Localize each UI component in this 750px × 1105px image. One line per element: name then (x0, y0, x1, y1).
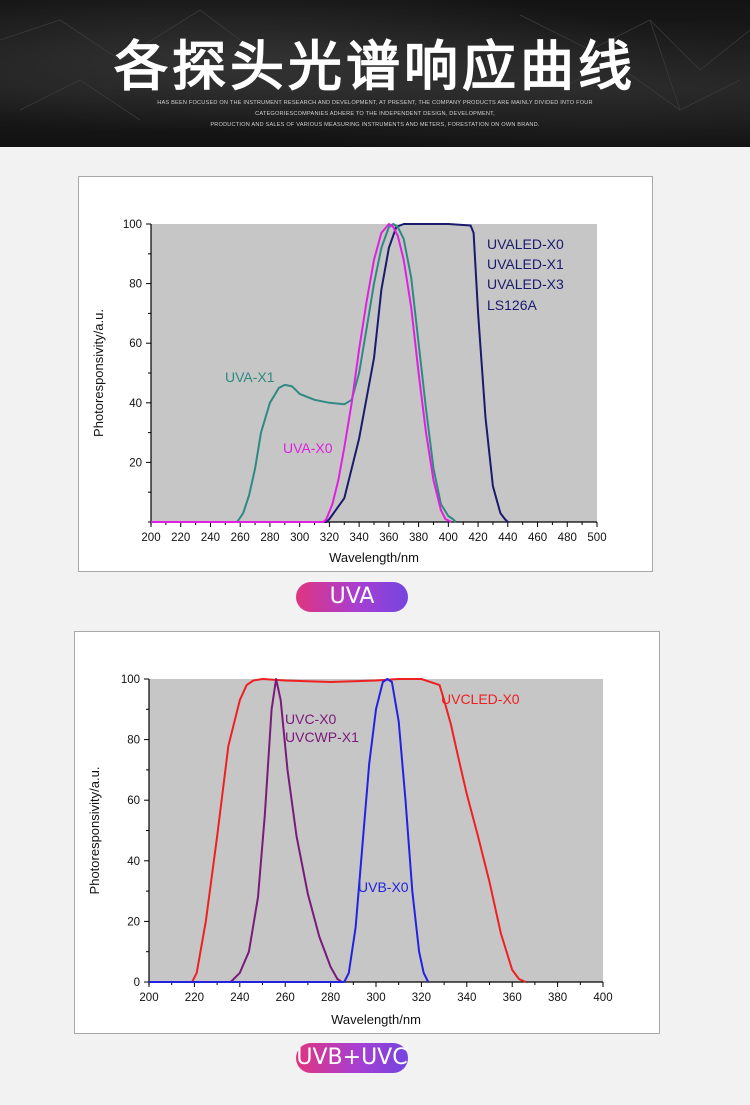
series-annotation: LS126A (487, 297, 537, 313)
series-annotation: UVA-X1 (225, 369, 275, 385)
series-annotation: UVB-X0 (358, 879, 409, 895)
x-tick-label: 340 (457, 992, 476, 1004)
x-tick-label: 360 (503, 992, 522, 1004)
y-tick-label: 20 (129, 457, 142, 469)
y-axis-title: Photoresponsivity/a.u. (87, 767, 102, 895)
y-tick-label: 60 (127, 795, 140, 807)
uva-badge: UVA (296, 582, 408, 612)
header-subtitle-line-2: CATEGORIESCOMPANIES ADHERE TO THE INDEPE… (255, 111, 495, 117)
x-tick-label: 300 (366, 992, 385, 1004)
uvb-uvc-badge: UVB+UVC (296, 1043, 408, 1073)
x-tick-label: 360 (379, 532, 398, 544)
x-tick-label: 340 (350, 532, 369, 544)
series-annotation: UVA-X0 (283, 440, 333, 456)
x-tick-label: 500 (587, 532, 606, 544)
y-tick-label: 100 (123, 219, 142, 231)
series-annotation: UVC-X0 (285, 711, 337, 727)
x-tick-label: 220 (171, 532, 190, 544)
x-tick-label: 220 (185, 992, 204, 1004)
x-tick-label: 200 (141, 532, 160, 544)
uvb-uvc-chart-panel: 200 220 240 260 280 300 320 340 360 380 400 0 20 40 60… (74, 631, 660, 1034)
x-tick-label: 280 (260, 532, 279, 544)
y-tick-label: 100 (121, 674, 140, 686)
y-tick-label: 60 (129, 338, 142, 350)
x-tick-label: 380 (409, 532, 428, 544)
y-tick-label: 80 (129, 279, 142, 291)
series-line-3 (149, 678, 430, 983)
plot-area (149, 679, 603, 982)
series-annotation: UVCWP-X1 (285, 729, 359, 745)
x-tick-label: 320 (412, 992, 431, 1004)
x-axis-title: Wavelength/nm (329, 550, 419, 565)
x-tick-label: 320 (320, 532, 339, 544)
plot-area (151, 224, 597, 522)
y-tick-label: 40 (129, 398, 142, 410)
x-tick-label: 440 (498, 532, 517, 544)
uva-chart-panel: 200 220 240 260 280 300 320 340 360 380 400 420 440 4… (78, 176, 653, 572)
x-tick-label: 480 (558, 532, 577, 544)
y-tick-label: 40 (127, 856, 140, 868)
x-tick-label: 460 (528, 532, 547, 544)
uva-spectral-chart: 200 220 240 260 280 300 320 340 360 380 400 420 440 4… (91, 219, 607, 565)
series-annotation: UVCLED-X0 (441, 691, 520, 707)
series-annotation: UVALED-X0 (487, 236, 564, 252)
x-tick-label: 380 (548, 992, 567, 1004)
header-subtitle-line-1: HAS BEEN FOCUSED ON THE INSTRUMENT RESEA… (157, 100, 593, 106)
series-line-1 (151, 223, 509, 523)
series-annotation: UVALED-X3 (487, 276, 564, 292)
y-axis-title: Photoresponsivity/a.u. (91, 309, 106, 437)
x-tick-label: 420 (468, 532, 487, 544)
y-tick-label: 0 (134, 977, 140, 989)
series-line-3 (151, 223, 452, 523)
x-tick-label: 300 (290, 532, 309, 544)
series-annotation: UVALED-X1 (487, 256, 564, 272)
header-subtitle-line-3: PRODUCTION AND SALES OF VARIOUS MEASURIN… (210, 122, 540, 128)
x-tick-label: 240 (201, 532, 220, 544)
y-tick-label: 80 (127, 735, 140, 747)
x-tick-label: 240 (230, 992, 249, 1004)
x-tick-label: 260 (276, 992, 295, 1004)
series-line-2 (149, 678, 343, 983)
series-line-2 (151, 223, 457, 523)
x-tick-label: 400 (593, 992, 612, 1004)
x-axis-title: Wavelength/nm (331, 1012, 421, 1027)
uvb-uvc-spectral-chart: 200 220 240 260 280 300 320 340 360 380 400 0 20 40 60… (87, 674, 613, 1027)
x-tick-label: 400 (439, 532, 458, 544)
header-network-decoration (0, 9, 750, 121)
x-tick-label: 200 (139, 992, 158, 1004)
page-title: 各探头光谱响应曲线 (114, 35, 636, 98)
x-tick-label: 260 (231, 532, 250, 544)
header-banner: 各探头光谱响应曲线 HAS BEEN FOCUSED ON THE INSTRU… (0, 0, 750, 147)
y-tick-label: 20 (127, 916, 140, 928)
x-tick-label: 280 (321, 992, 340, 1004)
